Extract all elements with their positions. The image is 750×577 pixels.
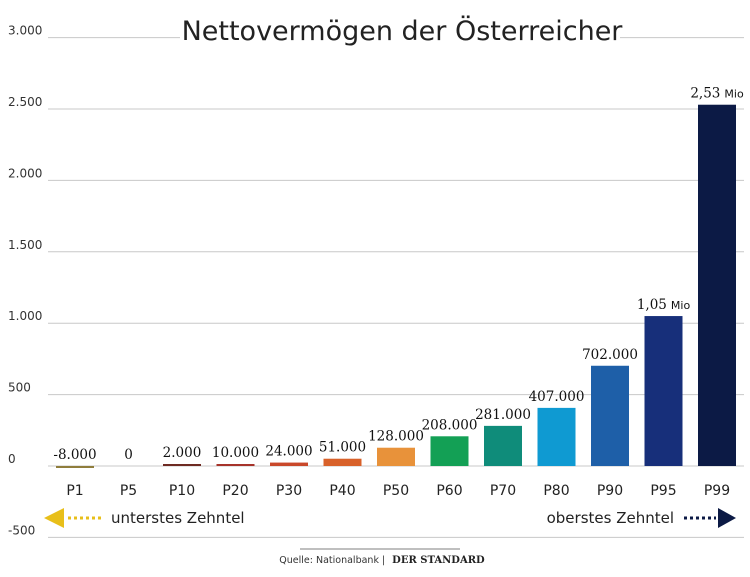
value-label-number: 10.000 <box>212 445 259 461</box>
y-tick-label: 1.500 <box>8 238 42 252</box>
value-label: 702.000 <box>582 347 638 363</box>
x-axis-tick-labels: P1 P5 P10 P20 P30 P40 P50 P60 P70 P80 P90 P95 P99 <box>66 483 730 499</box>
value-label-unit: Mio <box>724 88 744 101</box>
value-label: 10.000 <box>212 445 259 461</box>
bar <box>323 458 362 466</box>
x-tick-label: P60 <box>436 483 462 499</box>
x-tick-label: P99 <box>704 483 730 499</box>
value-label: 208.000 <box>422 417 478 433</box>
value-label-number: 407.000 <box>529 389 585 405</box>
annotation-right: oberstes Zehntel <box>547 508 736 528</box>
value-label: 0 <box>124 447 133 463</box>
x-tick-label: P5 <box>120 483 137 499</box>
footer-source: Quelle: Nationalbank | DER STANDARD <box>279 550 485 567</box>
value-label-number: 51.000 <box>319 440 366 456</box>
value-label: 2.000 <box>163 445 202 461</box>
bar <box>377 447 415 466</box>
y-tick-label: 0 <box>8 452 16 466</box>
bar <box>163 464 201 466</box>
value-label-number: 1,05 <box>637 297 667 313</box>
chart-title: Nettovermögen der Österreicher <box>182 15 624 47</box>
value-label: 281.000 <box>475 407 531 423</box>
value-label-number: 281.000 <box>475 407 531 423</box>
annotation-left: unterstes Zehntel <box>44 508 245 528</box>
bar <box>591 365 629 466</box>
value-label: -8.000 <box>53 447 96 463</box>
y-tick-label: 1.000 <box>8 309 42 323</box>
value-label-number: 0 <box>124 447 133 463</box>
x-tick-label: P50 <box>383 483 409 499</box>
value-label-number: 208.000 <box>422 417 478 433</box>
title-backdrop <box>180 14 620 48</box>
bar <box>698 104 736 466</box>
value-label-number: 24.000 <box>265 444 312 460</box>
value-label-unit: Mio <box>671 299 691 312</box>
bars <box>56 104 736 468</box>
x-tick-label: P95 <box>650 483 676 499</box>
bar <box>56 466 94 468</box>
value-label: 51.000 <box>319 440 366 456</box>
bar <box>216 464 255 466</box>
bar <box>537 407 576 466</box>
value-label: 2,53 Mio <box>690 86 744 102</box>
value-label-number: 702.000 <box>582 347 638 363</box>
x-tick-label: P70 <box>490 483 516 499</box>
x-tick-label: P10 <box>169 483 195 499</box>
arrow-right-icon <box>718 508 736 528</box>
y-tick-label: 3.000 <box>8 24 42 38</box>
x-tick-label: P40 <box>329 483 355 499</box>
value-label: 24.000 <box>265 444 312 460</box>
value-label: 407.000 <box>529 389 585 405</box>
value-label-number: 2.000 <box>163 445 202 461</box>
value-label: 1,05 Mio <box>637 297 691 313</box>
x-tick-label: P30 <box>276 483 302 499</box>
annotation-right-label: oberstes Zehntel <box>547 509 674 527</box>
bar <box>270 462 308 466</box>
x-tick-label: P80 <box>543 483 569 499</box>
y-tick-label: 2.500 <box>8 95 42 109</box>
y-tick-label: 500 <box>8 381 31 395</box>
y-tick-label: -500 <box>8 523 35 537</box>
y-axis-tick-labels: -500 0 500 1.000 1.500 2.000 2.500 3.000 <box>8 24 42 538</box>
bar <box>644 316 683 466</box>
value-labels: -8.000 0 2.000 10.000 24.000 51.000128.000208… <box>53 86 744 463</box>
footer-source-text: Quelle: Nationalbank | <box>279 555 385 566</box>
annotation-left-label: unterstes Zehntel <box>111 509 245 527</box>
bar <box>484 425 522 466</box>
value-label-number: 128.000 <box>368 429 424 445</box>
x-tick-label: P1 <box>66 483 83 499</box>
x-tick-label: P20 <box>222 483 248 499</box>
arrow-left-icon <box>44 508 64 528</box>
footer-brand: DER STANDARD <box>392 555 485 566</box>
x-tick-label: P90 <box>597 483 623 499</box>
bar <box>430 436 469 466</box>
value-label-number: 2,53 <box>690 86 720 102</box>
y-tick-label: 2.000 <box>8 166 42 180</box>
value-label: 128.000 <box>368 429 424 445</box>
value-label-number: -8.000 <box>53 447 96 463</box>
